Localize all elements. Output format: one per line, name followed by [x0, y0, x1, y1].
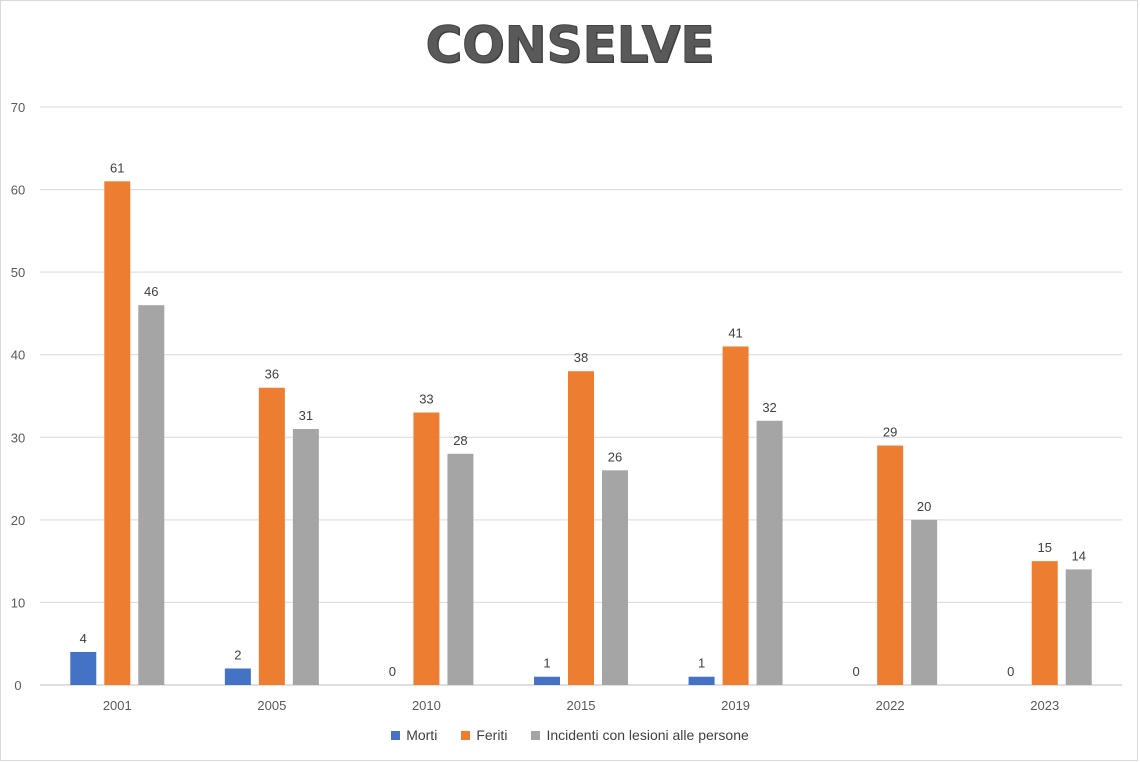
x-tick-label: 2005	[257, 698, 286, 713]
legend-item-morti: Morti	[391, 727, 437, 743]
legend-label-feriti: Feriti	[476, 727, 508, 743]
legend-label-incidenti: Incidenti con lesioni alle persone	[546, 727, 749, 743]
data-label: 61	[110, 160, 124, 175]
bar	[104, 181, 131, 686]
y-tick-label: 30	[11, 430, 25, 445]
data-label: 31	[299, 408, 313, 423]
x-tick-label: 2001	[103, 698, 132, 713]
data-label: 36	[265, 367, 279, 382]
data-label: 38	[574, 350, 588, 365]
data-label: 14	[1071, 548, 1085, 563]
bar	[224, 668, 251, 685]
bar	[1065, 569, 1092, 685]
x-tick-label: 2022	[876, 698, 905, 713]
data-label: 20	[917, 499, 931, 514]
chart-title: CONSELVE	[425, 16, 715, 75]
bar	[413, 412, 440, 685]
data-label: 15	[1037, 540, 1051, 555]
legend-swatch-morti	[391, 730, 401, 740]
y-tick-label: 70	[11, 100, 25, 115]
bar	[70, 651, 97, 685]
y-tick-label: 50	[11, 265, 25, 280]
y-tick-label: 40	[11, 348, 25, 363]
data-label: 0	[853, 664, 860, 679]
bar	[568, 371, 594, 685]
data-label: 1	[543, 656, 550, 671]
legend-label-morti: Morti	[406, 727, 438, 743]
data-label: 2	[234, 647, 241, 662]
bar	[258, 387, 285, 685]
bar	[911, 519, 938, 685]
data-label: 32	[762, 400, 776, 415]
x-tick-label: 2019	[721, 698, 750, 713]
bar	[292, 429, 319, 685]
x-tick-label: 2015	[567, 698, 596, 713]
data-label: 0	[1007, 664, 1014, 679]
bar	[722, 346, 749, 685]
bar	[877, 445, 904, 685]
legend-item-incidenti: Incidenti con lesioni alle persone	[531, 727, 749, 743]
bar	[756, 420, 783, 685]
bar	[534, 676, 560, 685]
y-tick-label: 20	[11, 513, 25, 528]
bar	[138, 305, 165, 685]
data-label: 33	[419, 392, 433, 407]
legend-swatch-incidenti	[531, 730, 541, 740]
data-label: 0	[389, 664, 396, 679]
x-tick-label: 2023	[1030, 698, 1059, 713]
legend-swatch-feriti	[461, 730, 471, 740]
x-tick-label: 2010	[412, 698, 441, 713]
bar	[688, 676, 715, 685]
data-label: 41	[728, 325, 742, 340]
data-label: 26	[608, 449, 622, 464]
bar	[602, 470, 628, 685]
legend-item-feriti: Feriti	[461, 727, 507, 743]
legend: Morti Feriti Incidenti con lesioni alle …	[0, 727, 1140, 743]
bar	[1031, 561, 1058, 685]
y-tick-label: 0	[14, 678, 21, 693]
y-tick-label: 10	[11, 595, 25, 610]
bar	[447, 453, 474, 685]
y-tick-label: 60	[11, 183, 25, 198]
data-label: 28	[453, 433, 467, 448]
data-label: 46	[144, 284, 158, 299]
data-label: 1	[698, 656, 705, 671]
data-label: 4	[80, 631, 87, 646]
data-label: 29	[883, 425, 897, 440]
